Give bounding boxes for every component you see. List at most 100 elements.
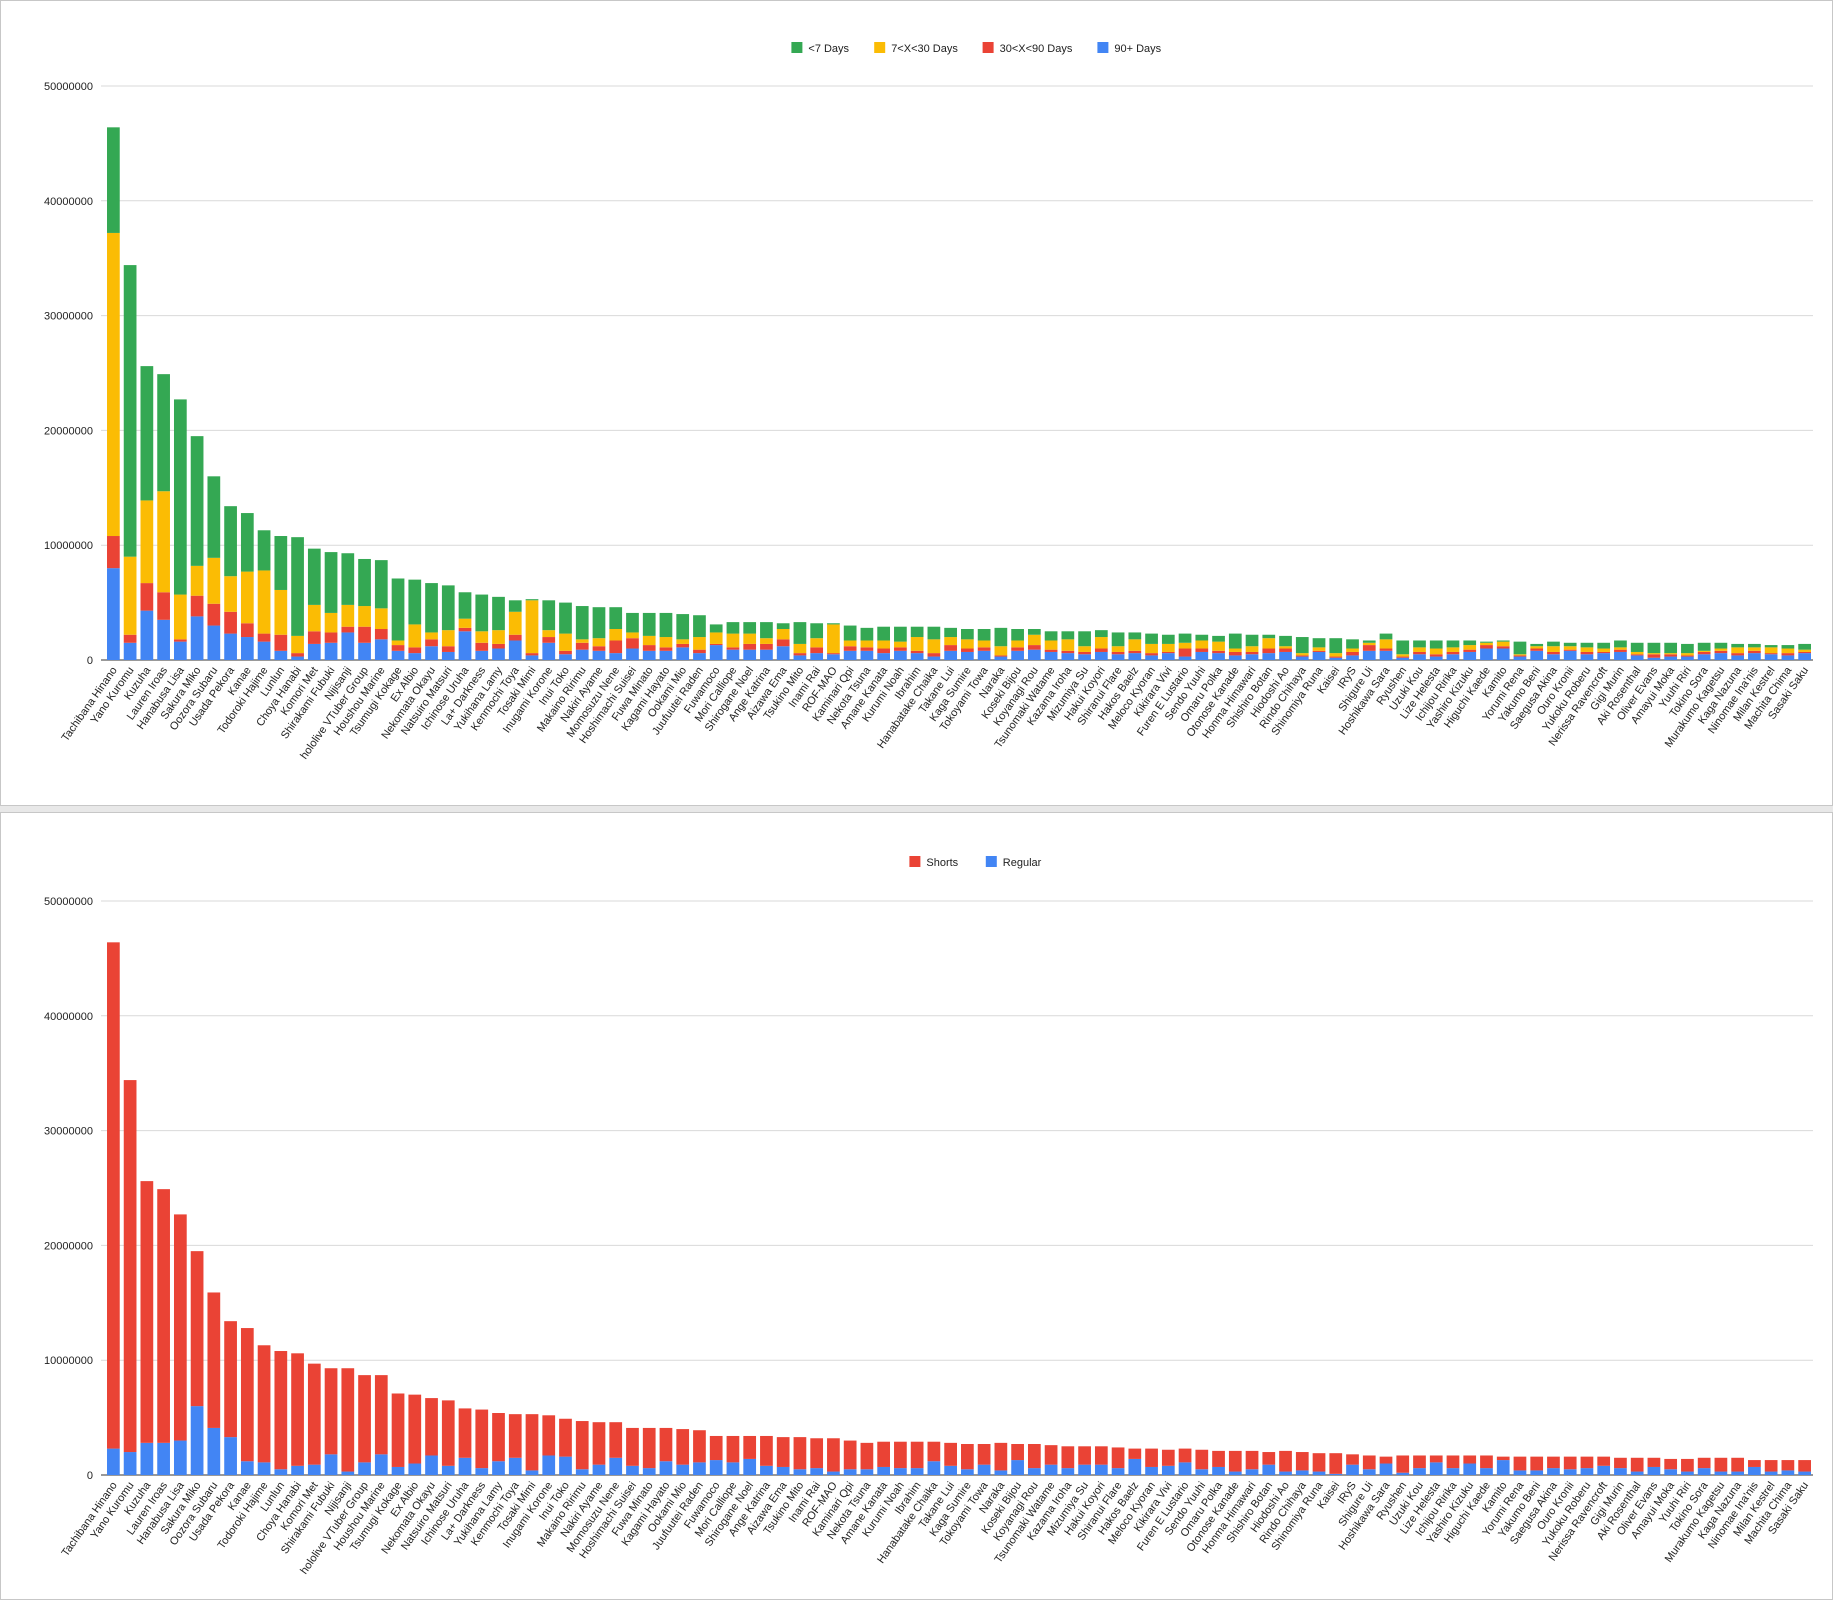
bar-30-x-90-days-rindo-chihaya (1295, 655, 1309, 657)
bar-7-days-furen-e-lustario (1178, 633, 1192, 643)
legend-swatch-7-x-30-days (874, 42, 886, 53)
bar-7-x-30-days-ange-katrina (760, 638, 773, 644)
bar-7-days-yukoku-roberu (1580, 642, 1594, 648)
bar-shorts-shinomiya-runa (1312, 1453, 1326, 1472)
bar-7-x-30-days-ookami-mio (676, 639, 690, 644)
bar-shorts-natsuiro-matsuri (441, 1400, 455, 1466)
bar-30-x-90-days-kenmochi-toya (508, 634, 522, 641)
bar-7-days-ibrahim (910, 626, 924, 638)
bar-7-days-mori-calliope (726, 622, 740, 634)
bar-7-days-gigi-murin (1614, 640, 1627, 648)
bar-7-days-aki-rosenthal (1630, 642, 1644, 652)
bar-shorts-kazama-iroha (1061, 1446, 1075, 1469)
bar-regular-kaminari-qpi (843, 1469, 857, 1475)
bar-30-x-90-days-koyanagi-rou (1027, 645, 1041, 650)
bar-7-x-30-days-ex-albio (408, 624, 422, 648)
bar-shorts-yashiro-kizuku (1463, 1455, 1477, 1464)
bar-regular-tokino-sora (1697, 1468, 1711, 1475)
bar-7-x-30-days-amayui-moka (1664, 653, 1678, 655)
bar-shorts-kaisei (1329, 1453, 1343, 1474)
bar-7-days-nakiri-ayame (592, 607, 606, 639)
bar-shorts-takane-lui (944, 1442, 957, 1466)
bar-7-days-uzuki-kou (1413, 640, 1426, 648)
bar-shorts-higuchi-kaede (1480, 1455, 1493, 1469)
bar-7-x-30-days-yorumi-rena (1513, 654, 1527, 656)
bar-shorts-tachibana-hinano (107, 942, 120, 1449)
bar-shorts-aizawa-ema (776, 1437, 790, 1467)
bar-shorts-amane-kanata (877, 1441, 891, 1467)
bar-30-x-90-days-usada-pekora (224, 611, 237, 634)
bar-7-x-30-days-gigi-murin (1614, 647, 1627, 650)
bar-30-x-90-days-ryushen (1396, 656, 1410, 658)
bar-shorts-hanabatake-chaika (927, 1441, 941, 1462)
bar-7-x-30-days-kanae (240, 571, 254, 624)
bar-shorts-kanae (240, 1328, 254, 1462)
bar-7-x-30-days-kaisei (1329, 653, 1343, 657)
bar-7-x-30-days-kaminari-qpi (843, 640, 857, 647)
bar-7-days-oozora-subaru (207, 476, 221, 558)
bar-shorts-kagami-hayato (659, 1427, 673, 1462)
bar-regular-ex-albio (408, 1463, 422, 1475)
bar-7-days-tokino-sora (1697, 642, 1711, 651)
bar-7-x-30-days-lauren-iroas (157, 491, 170, 593)
bar-regular-otonose-kanade (1228, 1471, 1242, 1475)
bar-90-days-meloco-kyoran (1145, 655, 1158, 660)
y-tick-label: 20000000 (44, 1240, 93, 1252)
chart-age-breakdown: 0 10000000 20000000 30000000 40000000 5000000… (44, 42, 1813, 762)
y-tick-label: 10000000 (44, 1355, 93, 1367)
bar-7-x-30-days-nekota-tsuna (860, 640, 874, 648)
bar-7-days-higuchi-kaede (1480, 641, 1493, 643)
bar-7-days-omaru-polka (1212, 635, 1225, 642)
bar-90-days-kazama-iroha (1061, 653, 1075, 660)
bar-regular-meloco-kyoran (1145, 1466, 1158, 1475)
bar-7-x-30-days-natsuiro-matsuri (441, 630, 455, 647)
bar-shorts-inui-toko (559, 1418, 572, 1457)
bar-30-x-90-days-fuwa-minato (642, 645, 656, 651)
bar-30-x-90-days-milan-kestrel (1764, 653, 1778, 655)
bar-regular-amane-kanata (877, 1466, 891, 1475)
bar-90-days-sakura-miko (190, 616, 204, 660)
bar-regular-houshou-marine (374, 1454, 388, 1475)
bar-7-x-30-days-takane-lui (944, 637, 957, 646)
bar-regular-nekomata-okayu (425, 1455, 438, 1475)
bar-90-days-lunlun (274, 650, 288, 660)
bar-90-days-nijisanji (341, 632, 355, 660)
legend-label-30-x-90-days: 30<X<90 Days (1000, 43, 1073, 55)
bar-regular-nakiri-ayame (592, 1464, 606, 1475)
bar-7-days-nijisanji (341, 553, 355, 605)
bar-7-x-30-days-tsukino-mito (793, 643, 807, 654)
bar-shorts-fuwamoco (709, 1435, 723, 1461)
bar-shorts-lize-helesta (1429, 1455, 1443, 1463)
bar-7-x-30-days-tokoyami-towa (977, 640, 991, 648)
bar-30-x-90-days-shigure-ui (1362, 645, 1376, 651)
bar-90-days-lauren-iroas (157, 619, 170, 660)
bar-7-days-aizawa-ema (776, 623, 790, 630)
bar-regular-yorumi-rena (1513, 1470, 1527, 1475)
bar-90-days-lize-helesta (1429, 656, 1443, 660)
bar-30-x-90-days-machita-chima (1781, 653, 1795, 656)
bar-regular-hoshikawa-sara (1379, 1463, 1393, 1475)
bar-7-x-30-days-yakumo-beni (1530, 646, 1544, 649)
bar-7-x-30-days-aizawa-ema (776, 629, 790, 640)
bar-shorts-makaino-ririmu (575, 1421, 589, 1470)
bar-regular-hanabusa-lisa (173, 1440, 187, 1475)
bar-shorts-oozora-subaru (207, 1292, 221, 1428)
bar-30-x-90-days-tsunomaki-watame (1044, 649, 1058, 652)
bar-30-x-90-days-ex-albio (408, 647, 422, 654)
bar-regular-hoshimachi-suisei (626, 1465, 639, 1475)
bar-7-x-30-days-hoshimachi-suisei (626, 632, 639, 639)
bar-90-days-ange-katrina (760, 649, 773, 660)
bar-90-days-houshou-marine (374, 639, 388, 660)
bar-90-days-rof-mao (827, 654, 840, 660)
bar-90-days-yashiro-kizuku (1463, 651, 1477, 660)
bar-7-x-30-days-shinomiya-runa (1312, 647, 1326, 651)
bar-30-x-90-days-ichinose-uruha (458, 627, 472, 632)
bar-7-x-30-days-kikirara-vivi (1161, 643, 1175, 652)
bar-90-days-oozora-subaru (207, 625, 221, 660)
bar-7-x-30-days-shiranui-flare (1111, 646, 1125, 652)
bar-regular-lauren-iroas (157, 1442, 170, 1475)
bar-30-x-90-days-shirakami-fubuki (324, 632, 338, 643)
bar-regular-lize-helesta (1429, 1462, 1443, 1475)
bar-30-x-90-days-komori-met (307, 631, 321, 644)
bar-7-days-sasaki-saku (1798, 643, 1811, 650)
